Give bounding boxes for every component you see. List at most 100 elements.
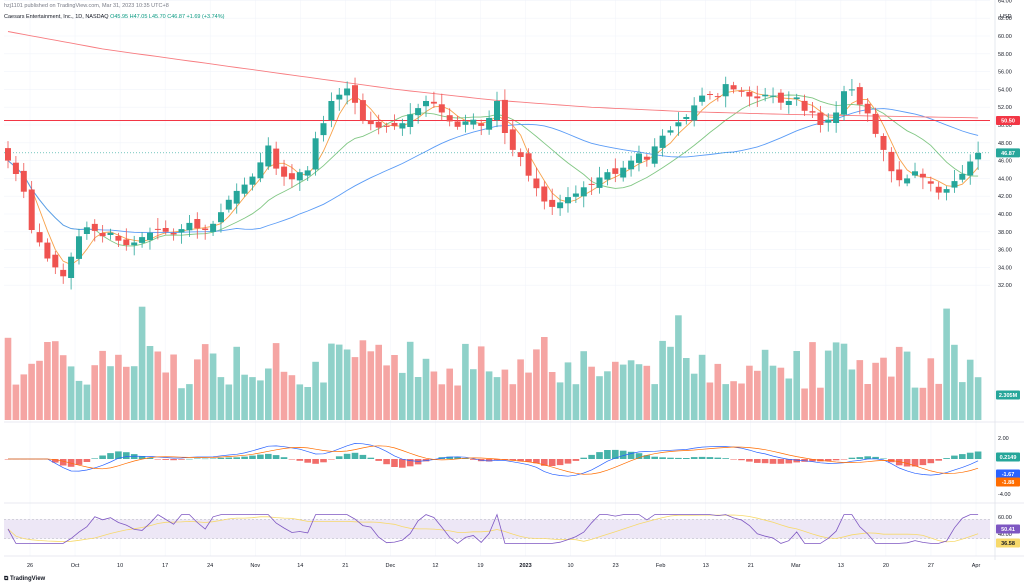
rsi-band-fill <box>4 519 990 539</box>
price-tick-label: 42.00 <box>998 194 1012 200</box>
macd-histogram-bar <box>761 459 769 464</box>
volume-bar <box>99 350 106 420</box>
volume-bar <box>170 354 177 420</box>
grid <box>4 0 990 556</box>
volume-bar <box>943 308 950 420</box>
time-tick-label: 20 <box>883 563 889 569</box>
volume-bar <box>20 374 28 420</box>
macd-histogram-bar <box>525 459 532 462</box>
volume-bar <box>257 380 264 420</box>
macd-histogram-bar <box>209 458 217 459</box>
candle-body <box>202 228 209 230</box>
candle-body <box>888 151 895 172</box>
price-tick-label: 36.00 <box>998 248 1012 254</box>
volume-bar <box>186 384 193 420</box>
volume-bar <box>966 359 974 420</box>
macd-histogram-bar <box>115 451 122 459</box>
volume-bar <box>533 349 540 420</box>
macd-histogram-bar <box>801 459 808 462</box>
candle-body <box>312 138 319 170</box>
macd-histogram-bar <box>107 453 114 459</box>
candle-body <box>707 94 713 95</box>
last-price-tag: 46.87 <box>1001 151 1015 157</box>
volume-bar <box>895 346 903 420</box>
macd-histogram-bar <box>572 459 580 461</box>
candle-body <box>296 172 303 181</box>
volume-bar <box>714 363 722 420</box>
price-tick-label: 38.00 <box>998 230 1012 236</box>
volume-bar <box>880 357 887 420</box>
volume-bar <box>801 388 808 420</box>
macd-histogram-bar <box>864 456 871 459</box>
rsi-tag-bg <box>996 524 1020 534</box>
macd-histogram-bar <box>383 459 390 465</box>
macd-histogram-bar <box>367 457 375 459</box>
candle-body <box>438 104 445 113</box>
macd-histogram-bar <box>604 450 611 459</box>
volume-bar <box>848 369 856 420</box>
macd-histogram-bar <box>793 459 800 463</box>
time-tick-label: 17 <box>162 563 168 569</box>
candle-body <box>864 103 871 114</box>
volume-bar <box>320 382 327 420</box>
volume-bar <box>793 351 800 420</box>
candle-body <box>99 233 106 237</box>
candle-body <box>162 228 169 232</box>
volume-bar <box>832 342 840 420</box>
volume-bar <box>367 351 375 420</box>
candle-body <box>919 173 926 178</box>
candle-body <box>841 91 847 115</box>
candle-body <box>383 125 390 127</box>
volume-bar <box>422 358 430 420</box>
macd-histogram-bar <box>548 459 556 466</box>
time-tick-label: Nov <box>250 563 260 569</box>
volume-bar <box>462 343 469 420</box>
time-tick-label: 27 <box>928 563 934 569</box>
candle-body <box>754 96 761 99</box>
macd-histogram-bar <box>296 459 304 461</box>
candle-body <box>785 101 792 105</box>
candle-body <box>344 88 351 96</box>
macd-histogram-bar <box>288 459 296 460</box>
candle-body <box>423 101 429 107</box>
macd-histogram-bar <box>659 457 666 459</box>
volume-bar <box>343 349 351 420</box>
volume-bar <box>698 354 706 420</box>
time-tick-label: 14 <box>297 563 303 569</box>
price-tick-label: 44.00 <box>998 176 1012 182</box>
volume-bar <box>659 340 666 420</box>
candle-body <box>304 170 311 176</box>
macd-histogram-bar <box>343 453 351 459</box>
volume-bar <box>769 365 777 420</box>
candle-body <box>912 171 918 176</box>
ohlc-values: O45.95 H47.05 L45.70 C46.87 +1.69 (+3.74… <box>110 14 225 20</box>
volume-bar <box>477 346 485 420</box>
volume-bar <box>272 343 280 420</box>
candle-body <box>123 239 130 246</box>
volume-bar <box>683 358 690 420</box>
candle-body <box>770 95 777 97</box>
macd-histogram-bar <box>880 458 887 459</box>
macd-histogram-bar <box>146 457 154 459</box>
macd-histogram-bar <box>966 452 974 459</box>
macd-histogram-bar <box>651 456 658 459</box>
volume-bar <box>935 383 942 420</box>
macd-histogram-bar <box>493 459 501 461</box>
candle-body <box>596 177 603 188</box>
volume-bar <box>690 373 698 420</box>
volume-bar <box>12 384 20 420</box>
candle-body <box>131 242 138 246</box>
candle-body <box>44 242 51 259</box>
volume-bar <box>91 365 98 420</box>
volume-bar <box>351 357 359 420</box>
volume-bar <box>856 360 864 420</box>
candle-body <box>415 108 422 116</box>
volume-bar <box>249 377 256 420</box>
rsi-tick-label: 60.00 <box>998 515 1012 521</box>
macd-tick-label: 2.00 <box>998 436 1009 442</box>
candle-body <box>36 232 43 243</box>
candle-body <box>288 173 295 180</box>
volume-bar <box>44 342 51 420</box>
macd-histogram-tag: 0.2149 <box>1000 455 1017 461</box>
